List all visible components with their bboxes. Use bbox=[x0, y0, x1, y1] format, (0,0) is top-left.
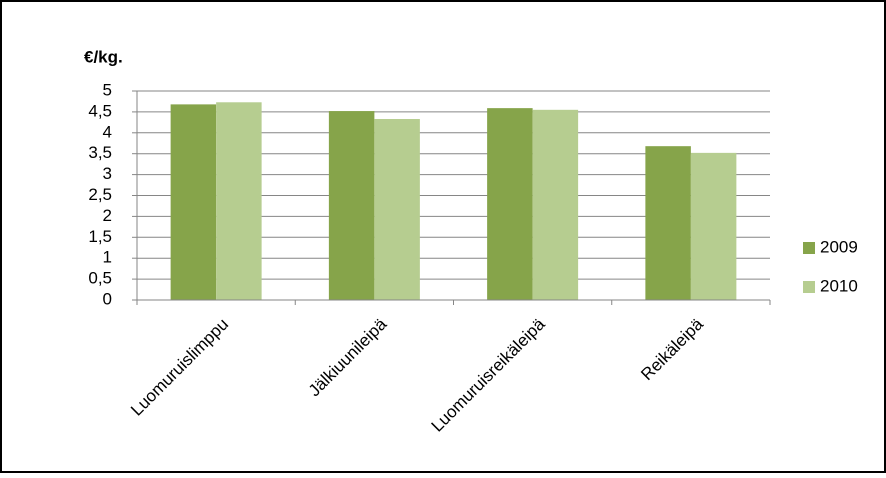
y-tick-label: 3 bbox=[103, 164, 112, 183]
y-tick-label: 2 bbox=[103, 206, 112, 225]
y-tick-label: 0 bbox=[103, 289, 112, 308]
y-tick-label: 1,5 bbox=[88, 227, 112, 246]
y-tick-label: 1 bbox=[103, 248, 112, 267]
legend-label: 2009 bbox=[820, 237, 858, 256]
y-tick-label: 2,5 bbox=[88, 185, 112, 204]
bar bbox=[216, 102, 262, 300]
legend-swatch bbox=[803, 281, 815, 293]
bar bbox=[645, 146, 691, 300]
legend-swatch bbox=[803, 242, 815, 254]
bar bbox=[532, 109, 579, 300]
y-tick-label: 0,5 bbox=[88, 269, 112, 288]
y-axis-label: €/kg. bbox=[84, 47, 123, 66]
bar bbox=[374, 119, 420, 300]
y-tick-label: 3,5 bbox=[88, 143, 112, 162]
bar bbox=[170, 104, 217, 300]
y-tick-label: 4,5 bbox=[88, 101, 112, 120]
y-tick-label: 4 bbox=[103, 122, 112, 141]
bar bbox=[487, 108, 533, 300]
y-tick-label: 5 bbox=[103, 80, 112, 99]
legend-label: 2010 bbox=[820, 276, 858, 295]
bar bbox=[690, 152, 737, 300]
bar bbox=[328, 111, 375, 301]
